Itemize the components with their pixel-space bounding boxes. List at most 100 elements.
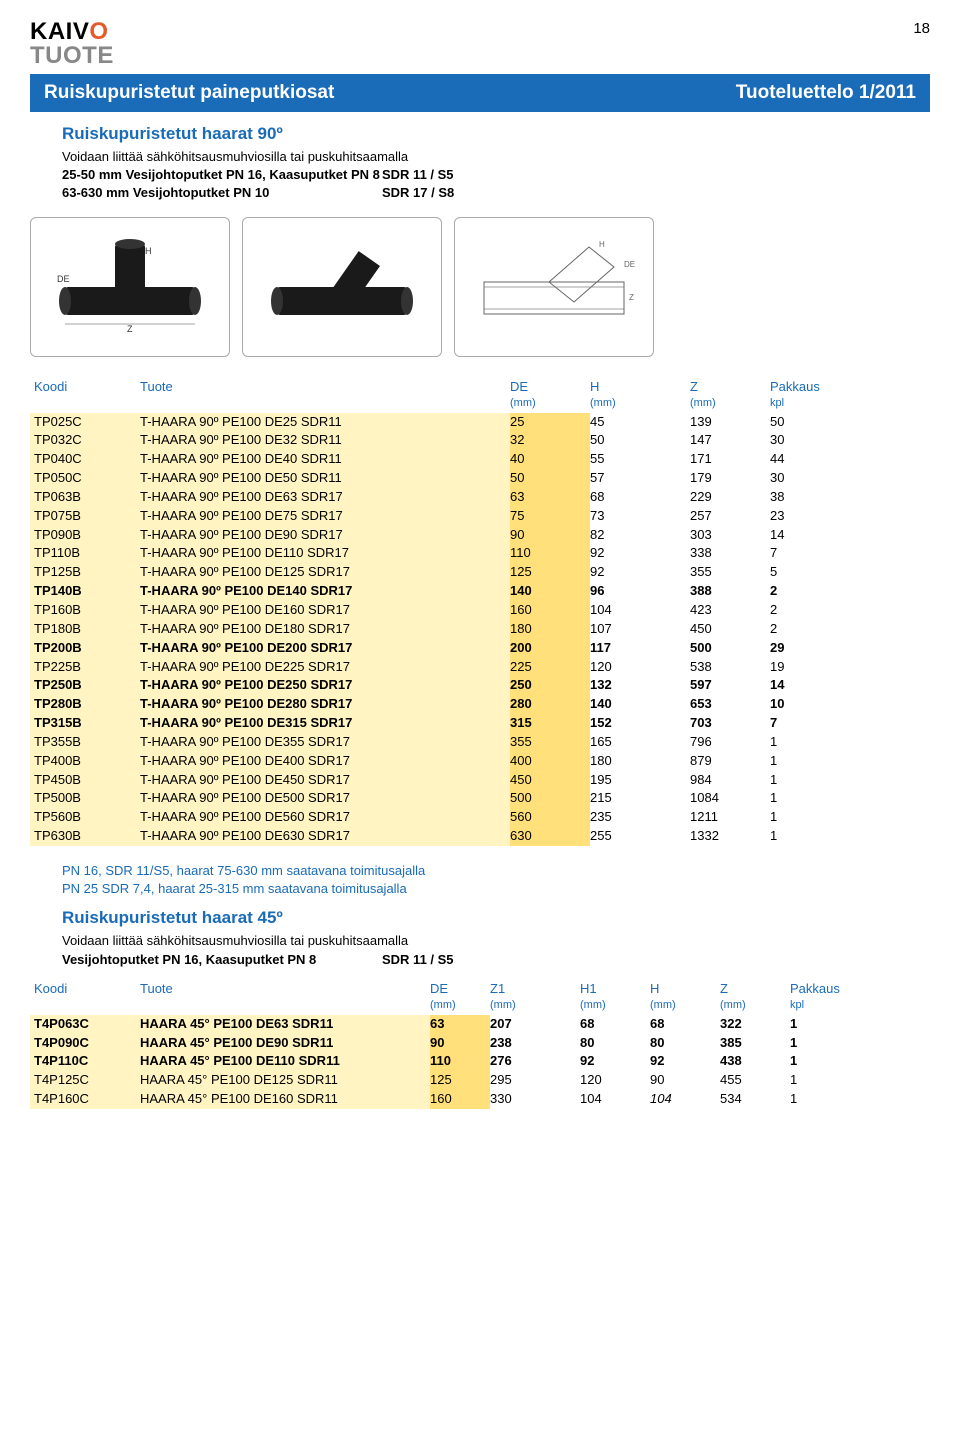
cell-z: 1211 xyxy=(690,808,770,827)
cell-tuote: T-HAARA 90º PE100 DE25 SDR11 xyxy=(140,413,510,432)
title-right: Tuoteluettelo 1/2011 xyxy=(736,82,916,104)
cell-pak: 1 xyxy=(790,1052,870,1071)
cell-z: 139 xyxy=(690,413,770,432)
cell-de: 63 xyxy=(430,1015,490,1034)
table2-row: T4P063CHAARA 45° PE100 DE63 SDR116320768… xyxy=(30,1015,930,1034)
title-left: Ruiskupuristetut paineputkiosat xyxy=(44,82,334,104)
cell-code: TP180B xyxy=(30,620,140,639)
cell-code: TP032C xyxy=(30,431,140,450)
cell-h: 73 xyxy=(590,507,690,526)
cell-code: TP225B xyxy=(30,658,140,677)
svg-text:Z: Z xyxy=(127,324,133,334)
table2-row: T4P090CHAARA 45° PE100 DE90 SDR119023880… xyxy=(30,1034,930,1053)
table1-row: TP500BT-HAARA 90º PE100 DE500 SDR1750021… xyxy=(30,789,930,808)
table1: Koodi Tuote DE(mm) H(mm) Z(mm) Pakkauskp… xyxy=(30,375,930,846)
cell-h: 50 xyxy=(590,431,690,450)
cell-tuote: T-HAARA 90º PE100 DE110 SDR17 xyxy=(140,544,510,563)
cell-h: 92 xyxy=(590,563,690,582)
cell-pak: 1 xyxy=(790,1034,870,1053)
cell-h: 117 xyxy=(590,639,690,658)
cell-z: 338 xyxy=(690,544,770,563)
cell-z: 1084 xyxy=(690,789,770,808)
table1-row: TP110BT-HAARA 90º PE100 DE110 SDR1711092… xyxy=(30,544,930,563)
cell-tuote: T-HAARA 90º PE100 DE75 SDR17 xyxy=(140,507,510,526)
th2-z-sub: (mm) xyxy=(720,999,746,1011)
cell-h: 152 xyxy=(590,714,690,733)
th-z-sub: (mm) xyxy=(690,397,716,409)
cell-h: 92 xyxy=(650,1052,720,1071)
cell-z: 653 xyxy=(690,695,770,714)
cell-z: 984 xyxy=(690,771,770,790)
table1-row: TP050CT-HAARA 90º PE100 DE50 SDR11505717… xyxy=(30,469,930,488)
th-tuote: Tuote xyxy=(140,379,173,394)
cell-code: TP063B xyxy=(30,488,140,507)
table1-row: TP200BT-HAARA 90º PE100 DE200 SDR1720011… xyxy=(30,639,930,658)
cell-tuote: HAARA 45° PE100 DE160 SDR11 xyxy=(140,1090,430,1109)
cell-de: 125 xyxy=(510,563,590,582)
cell-tuote: T-HAARA 90º PE100 DE250 SDR17 xyxy=(140,676,510,695)
cell-pak: 29 xyxy=(770,639,860,658)
table1-row: TP090BT-HAARA 90º PE100 DE90 SDR17908230… xyxy=(30,526,930,545)
cell-pak: 23 xyxy=(770,507,860,526)
cell-h: 107 xyxy=(590,620,690,639)
cell-z: 1332 xyxy=(690,827,770,846)
cell-de: 25 xyxy=(510,413,590,432)
cell-tuote: HAARA 45° PE100 DE110 SDR11 xyxy=(140,1052,430,1071)
cell-z1: 330 xyxy=(490,1090,580,1109)
cell-code: TP400B xyxy=(30,752,140,771)
cell-tuote: T-HAARA 90º PE100 DE355 SDR17 xyxy=(140,733,510,752)
cell-z: 796 xyxy=(690,733,770,752)
table1-row: TP032CT-HAARA 90º PE100 DE32 SDR11325014… xyxy=(30,431,930,450)
cell-z: 229 xyxy=(690,488,770,507)
table1-row: TP075BT-HAARA 90º PE100 DE75 SDR17757325… xyxy=(30,507,930,526)
cell-z: 450 xyxy=(690,620,770,639)
cell-de: 200 xyxy=(510,639,590,658)
th2-pak: Pakkaus xyxy=(790,981,840,996)
cell-pak: 1 xyxy=(770,733,860,752)
cell-de: 63 xyxy=(510,488,590,507)
cell-h: 165 xyxy=(590,733,690,752)
cell-tuote: T-HAARA 90º PE100 DE560 SDR17 xyxy=(140,808,510,827)
svg-text:DE: DE xyxy=(624,260,635,269)
cell-pak: 1 xyxy=(790,1090,870,1109)
cell-h: 55 xyxy=(590,450,690,469)
cell-de: 180 xyxy=(510,620,590,639)
cell-z1: 295 xyxy=(490,1071,580,1090)
section1-row1-label: 63-630 mm Vesijohtoputket PN 10 xyxy=(62,184,382,202)
cell-de: 160 xyxy=(510,601,590,620)
cell-pak: 1 xyxy=(770,808,860,827)
cell-tuote: T-HAARA 90º PE100 DE160 SDR17 xyxy=(140,601,510,620)
cell-tuote: HAARA 45° PE100 DE90 SDR11 xyxy=(140,1034,430,1053)
cell-pak: 38 xyxy=(770,488,860,507)
th-h-sub: (mm) xyxy=(590,397,616,409)
cell-tuote: T-HAARA 90º PE100 DE630 SDR17 xyxy=(140,827,510,846)
section1-row0-val: SDR 11 / S5 xyxy=(382,166,454,184)
cell-tuote: HAARA 45° PE100 DE63 SDR11 xyxy=(140,1015,430,1034)
cell-de: 50 xyxy=(510,469,590,488)
footnotes: PN 16, SDR 11/S5, haarat 75-630 mm saata… xyxy=(62,862,930,898)
cell-code: T4P090C xyxy=(30,1034,140,1053)
cell-tuote: T-HAARA 90º PE100 DE200 SDR17 xyxy=(140,639,510,658)
cell-h: 195 xyxy=(590,771,690,790)
th2-de-sub: (mm) xyxy=(430,999,456,1011)
cell-pak: 5 xyxy=(770,563,860,582)
cell-z: 500 xyxy=(690,639,770,658)
cell-de: 225 xyxy=(510,658,590,677)
cell-tuote: T-HAARA 90º PE100 DE140 SDR17 xyxy=(140,582,510,601)
cell-de: 125 xyxy=(430,1071,490,1090)
cell-h1: 92 xyxy=(580,1052,650,1071)
cell-de: 400 xyxy=(510,752,590,771)
th-h: H xyxy=(590,379,599,394)
cell-de: 110 xyxy=(430,1052,490,1071)
cell-code: TP125B xyxy=(30,563,140,582)
cell-h: 96 xyxy=(590,582,690,601)
section2-subtitle: Voidaan liittää sähköhitsausmuhviosilla … xyxy=(62,932,930,950)
th2-h1-sub: (mm) xyxy=(580,999,606,1011)
table1-row: TP315BT-HAARA 90º PE100 DE315 SDR1731515… xyxy=(30,714,930,733)
cell-pak: 44 xyxy=(770,450,860,469)
cell-z: 355 xyxy=(690,563,770,582)
cell-pak: 1 xyxy=(770,771,860,790)
th-pak-sub: kpl xyxy=(770,397,784,409)
cell-pak: 7 xyxy=(770,544,860,563)
logo-text-1: KAIV xyxy=(30,18,89,45)
